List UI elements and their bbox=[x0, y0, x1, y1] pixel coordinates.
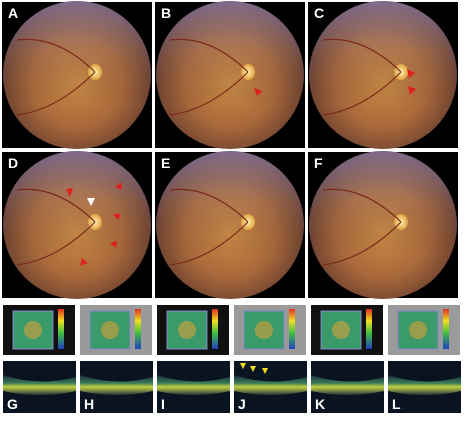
retina-layer bbox=[3, 375, 76, 395]
oct-map-center bbox=[409, 321, 427, 339]
arrow bbox=[250, 366, 256, 372]
color-scale bbox=[366, 309, 372, 349]
oct-map-center bbox=[178, 321, 196, 339]
retina-layer bbox=[80, 375, 153, 395]
oct-map-center bbox=[255, 321, 273, 339]
color-scale bbox=[289, 309, 295, 349]
haze bbox=[156, 1, 304, 149]
color-scale bbox=[135, 309, 141, 349]
arrow bbox=[110, 241, 117, 248]
haze bbox=[3, 1, 151, 149]
retina-layer bbox=[157, 375, 230, 395]
color-scale bbox=[212, 309, 218, 349]
arrow bbox=[113, 213, 120, 220]
panel-label: J bbox=[238, 396, 246, 412]
panel-label: H bbox=[84, 396, 94, 412]
vessel bbox=[322, 71, 402, 116]
arrow bbox=[408, 86, 416, 95]
vessel bbox=[322, 38, 402, 73]
oct-map-center bbox=[101, 321, 119, 339]
vessel bbox=[16, 188, 96, 223]
haze bbox=[309, 151, 457, 299]
retina-layer bbox=[234, 375, 307, 395]
vessel bbox=[322, 221, 402, 266]
oct-map-center bbox=[24, 321, 42, 339]
vessel bbox=[169, 71, 249, 116]
vessel bbox=[169, 221, 249, 266]
panel-label: A bbox=[8, 5, 18, 21]
retina-layer bbox=[388, 375, 461, 395]
retina-layer bbox=[311, 375, 384, 395]
panels: A B C D E F G H I J K L bbox=[2, 1, 461, 413]
haze bbox=[309, 1, 457, 149]
vessel bbox=[169, 38, 249, 73]
vessel bbox=[16, 221, 96, 266]
arrows bbox=[66, 69, 416, 374]
vessel bbox=[16, 38, 96, 73]
panel-label: B bbox=[161, 5, 171, 21]
arrow bbox=[262, 368, 268, 374]
haze bbox=[156, 151, 304, 299]
haze bbox=[3, 151, 151, 299]
color-scale bbox=[443, 309, 449, 349]
arrow bbox=[80, 258, 88, 266]
arrow bbox=[87, 198, 95, 206]
arrow bbox=[240, 363, 246, 369]
panel-label: I bbox=[161, 396, 165, 412]
vessel bbox=[16, 71, 96, 116]
arrow bbox=[407, 69, 415, 78]
vessel bbox=[169, 188, 249, 223]
vessel bbox=[322, 188, 402, 223]
panel-label: E bbox=[161, 155, 170, 171]
margin bbox=[460, 0, 474, 426]
panel-label: F bbox=[314, 155, 323, 171]
panel-label: K bbox=[315, 396, 325, 412]
panel-label: G bbox=[7, 396, 18, 412]
color-scale bbox=[58, 309, 64, 349]
panel-label: L bbox=[392, 396, 401, 412]
arrow bbox=[66, 188, 73, 197]
panel-label: D bbox=[8, 155, 18, 171]
arrow bbox=[254, 88, 262, 96]
oct-map-center bbox=[332, 321, 350, 339]
arrow bbox=[115, 182, 122, 190]
panel-label: C bbox=[314, 5, 324, 21]
